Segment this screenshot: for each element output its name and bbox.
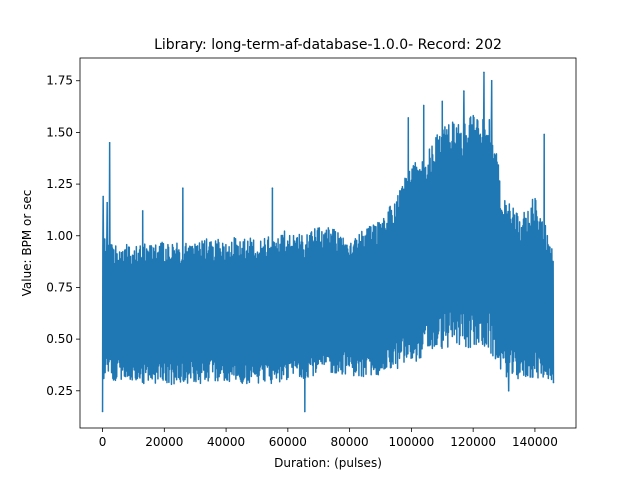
series-peak-point	[101, 410, 104, 413]
series-peak-point	[441, 100, 444, 103]
y-axis-label: Value: BPM or sec	[20, 190, 34, 297]
series-peak-point	[463, 90, 465, 92]
series-peak-point	[102, 195, 104, 198]
y-tick-label: 1.75	[46, 74, 73, 88]
y-tick-label: 1.00	[46, 229, 73, 243]
x-tick-label: 0	[99, 435, 107, 449]
y-tick-label: 1.25	[46, 177, 73, 191]
y-tick-label: 0.50	[46, 332, 73, 346]
series-peak-point	[543, 133, 545, 136]
plot-area	[101, 71, 555, 413]
x-axis-label: Duration: (pulses)	[274, 456, 382, 470]
series-peak-point	[483, 71, 485, 74]
x-axis: 0 20000 40000 60000 80000 100000 120000 140000	[99, 428, 558, 449]
y-tick-label: 1.50	[46, 125, 73, 139]
series-peak-point	[552, 381, 555, 384]
x-tick-label: 60000	[269, 435, 307, 449]
series-peak-point	[407, 117, 410, 119]
series-peak-point	[182, 187, 184, 190]
x-tick-label: 20000	[145, 435, 183, 449]
x-tick-label: 80000	[331, 435, 369, 449]
y-tick-label: 0.25	[46, 384, 73, 398]
series-peak-point	[490, 79, 493, 82]
y-axis: 0.25 0.50 0.75 1.00 1.25 1.50 1.75	[46, 74, 80, 398]
y-tick-label: 0.75	[46, 280, 73, 294]
series-peak-point	[422, 104, 425, 107]
x-tick-label: 120000	[450, 435, 496, 449]
series-peak-point	[141, 210, 144, 212]
x-tick-label: 100000	[388, 435, 434, 449]
series-peak-point	[108, 141, 111, 144]
x-tick-label: 40000	[207, 435, 245, 449]
chart-title: Library: long-term-af-database-1.0.0- Re…	[154, 37, 502, 53]
series-peak-point	[106, 201, 108, 204]
series-peak-point	[507, 389, 510, 392]
series-peak-point	[304, 410, 306, 413]
plot-frame	[79, 57, 577, 429]
x-tick-label: 140000	[512, 435, 558, 449]
series-line	[101, 71, 555, 413]
series-peak-point	[271, 187, 274, 190]
